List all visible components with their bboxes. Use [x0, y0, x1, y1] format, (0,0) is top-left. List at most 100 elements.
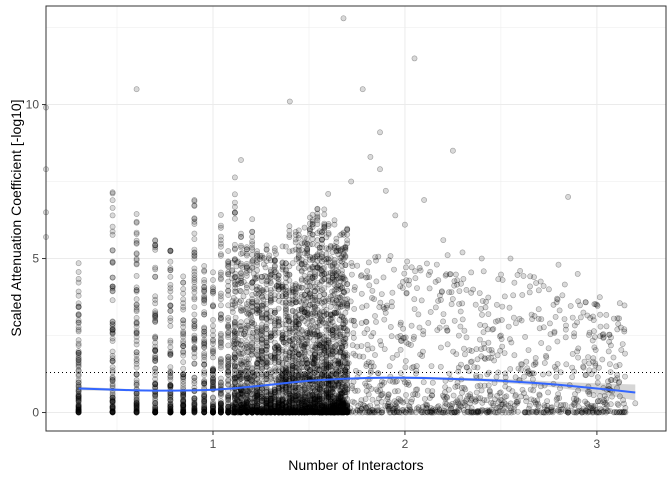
data-point [75, 279, 82, 286]
data-point [167, 376, 174, 383]
data-point [75, 401, 82, 408]
data-point [152, 391, 159, 398]
data-point [167, 273, 174, 280]
data-point [201, 380, 208, 387]
data-point [133, 407, 140, 414]
data-point [540, 324, 547, 331]
data-point [302, 259, 309, 265]
data-point [271, 309, 278, 316]
data-point [75, 390, 82, 397]
data-point [75, 393, 82, 400]
data-point [167, 382, 174, 389]
data-point [526, 402, 533, 409]
data-point [152, 409, 159, 416]
data-point [217, 222, 224, 229]
data-point [133, 338, 140, 344]
data-point [476, 290, 483, 296]
data-point [293, 319, 300, 325]
data-point [152, 408, 159, 415]
data-point [236, 287, 243, 294]
data-point [482, 322, 488, 329]
data-point [133, 320, 140, 327]
data-point [541, 402, 548, 409]
data-point [344, 331, 351, 338]
data-point [249, 228, 256, 235]
data-point [191, 296, 198, 303]
data-point [191, 406, 198, 412]
data-point [225, 397, 232, 403]
data-point [191, 230, 198, 237]
data-point [363, 319, 370, 325]
data-point [321, 206, 328, 213]
data-point [337, 304, 344, 310]
data-point [75, 371, 82, 378]
data-point [152, 383, 159, 390]
data-point [344, 237, 351, 244]
data-point [459, 400, 466, 406]
data-point [152, 409, 159, 416]
data-point [75, 393, 82, 400]
data-point [109, 352, 116, 359]
data-point [264, 277, 271, 284]
data-point [133, 349, 140, 356]
data-point [607, 361, 613, 367]
data-point [133, 401, 140, 407]
data-point [217, 276, 224, 283]
data-point [614, 372, 621, 378]
data-point [109, 381, 116, 388]
data-point [191, 250, 198, 256]
data-point [235, 348, 242, 355]
data-point [366, 282, 373, 289]
data-point [133, 319, 140, 326]
data-point [133, 408, 140, 415]
data-point [133, 409, 140, 416]
data-point [349, 398, 356, 405]
data-point [543, 354, 550, 361]
data-point [505, 385, 512, 392]
data-point [332, 357, 338, 364]
data-point [275, 305, 282, 312]
data-point [152, 407, 159, 414]
data-point [456, 301, 462, 307]
data-point [433, 261, 440, 268]
data-point [167, 322, 174, 329]
data-point [253, 363, 260, 369]
data-point [369, 396, 376, 403]
data-point [167, 400, 174, 407]
data-point [201, 330, 208, 337]
data-point [468, 289, 475, 296]
data-point [133, 329, 140, 336]
data-point [75, 260, 82, 267]
data-point [436, 324, 443, 331]
data-point [585, 403, 592, 410]
data-point [152, 242, 159, 249]
data-point [249, 233, 256, 240]
data-point [463, 286, 470, 293]
data-point [388, 303, 395, 310]
data-point [109, 394, 116, 401]
data-point [75, 292, 82, 299]
data-point [561, 281, 568, 288]
data-point [152, 313, 159, 320]
data-point [133, 400, 140, 407]
data-point [201, 394, 208, 400]
data-point [217, 358, 224, 365]
data-point [240, 359, 247, 366]
data-point [585, 354, 591, 360]
data-point [424, 387, 431, 394]
data-point [109, 288, 116, 295]
data-point [180, 323, 187, 330]
data-point [243, 282, 250, 288]
data-point [152, 273, 159, 280]
data-point [109, 329, 116, 336]
data-point [271, 386, 278, 393]
data-point [109, 321, 116, 327]
data-point [191, 268, 198, 275]
data-point [109, 404, 116, 411]
data-point [354, 343, 361, 350]
data-point [167, 400, 174, 407]
data-point [253, 329, 260, 336]
data-point [75, 377, 82, 383]
data-point [152, 357, 159, 364]
data-point [234, 336, 241, 343]
